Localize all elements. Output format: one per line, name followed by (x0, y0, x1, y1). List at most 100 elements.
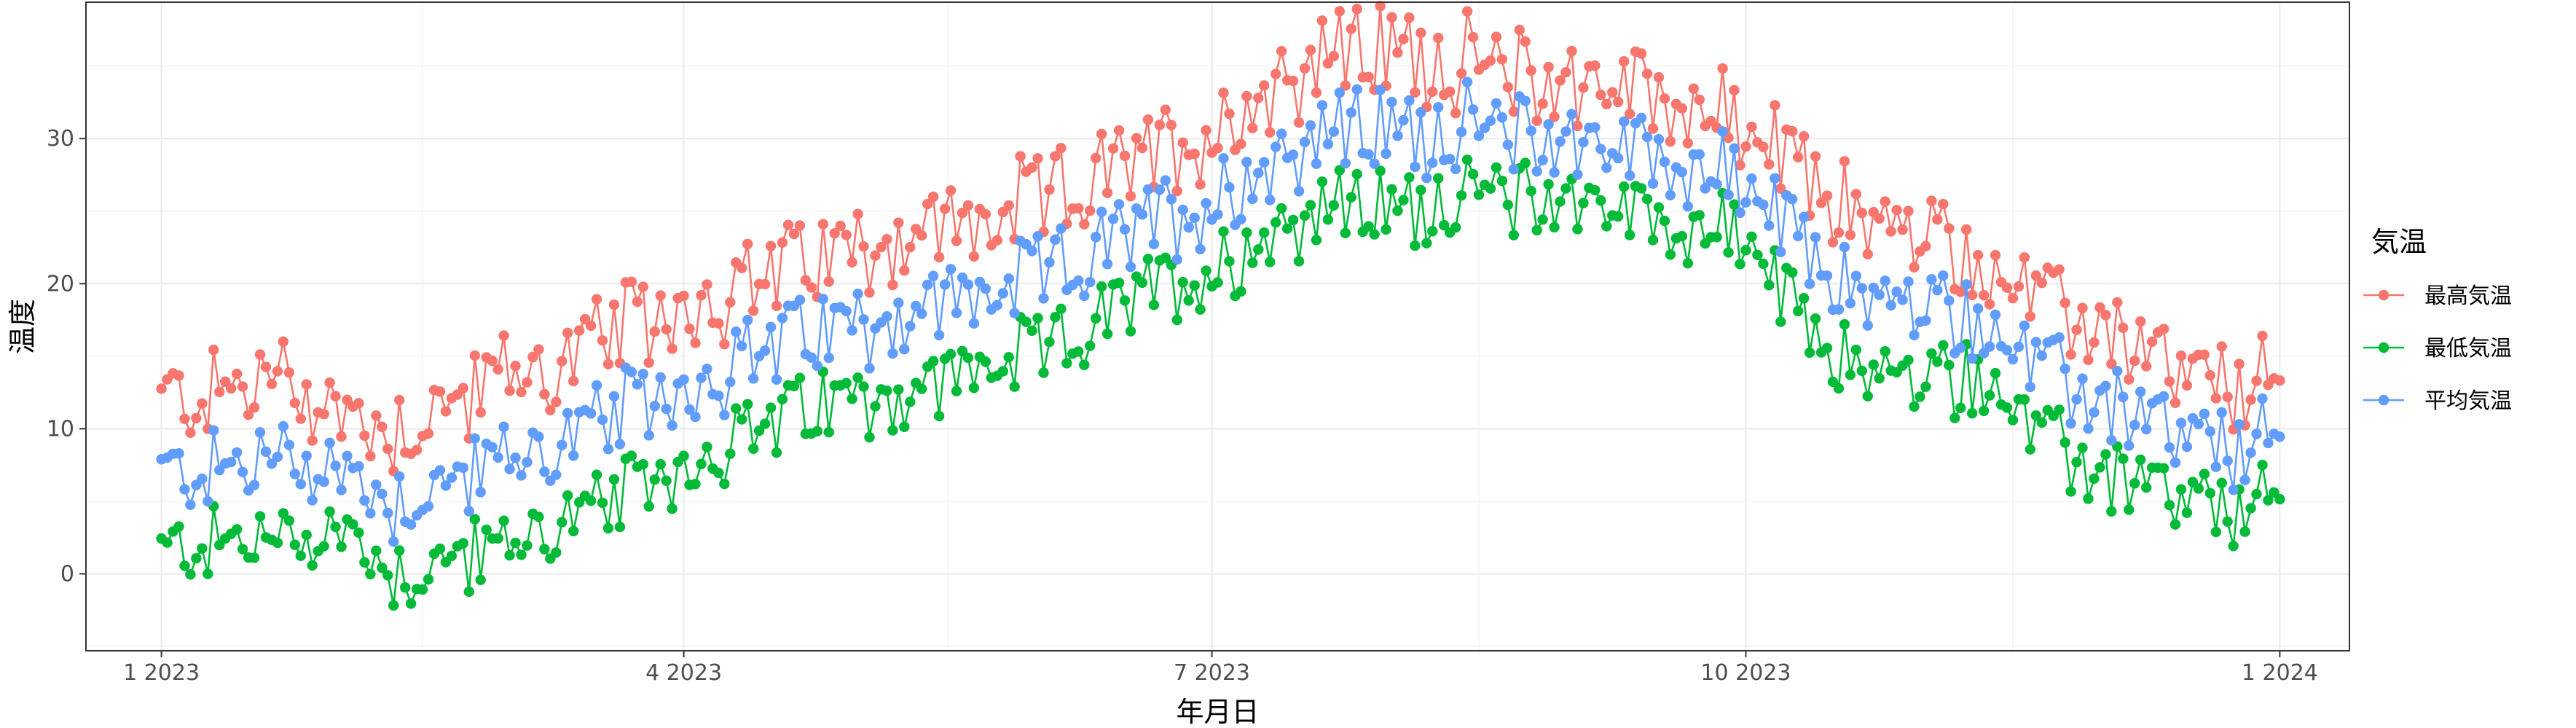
data-point (852, 372, 863, 383)
data-point (737, 340, 747, 352)
data-point (1485, 183, 1496, 194)
data-point (191, 552, 202, 564)
data-point (1903, 276, 1914, 287)
data-point (1903, 354, 1914, 366)
data-point (933, 410, 945, 422)
data-point (1287, 149, 1299, 160)
data-point (1073, 203, 1084, 214)
data-point (1113, 199, 1125, 210)
data-point (585, 495, 597, 506)
data-point (1595, 195, 1606, 206)
data-point (1566, 45, 1577, 57)
data-point (1770, 173, 1780, 184)
data-point (1421, 238, 1432, 248)
data-point (841, 377, 852, 388)
data-point (1572, 169, 1583, 180)
data-point (2234, 419, 2245, 430)
data-point (1328, 200, 1340, 211)
data-point (1810, 151, 1821, 162)
data-point (336, 431, 347, 442)
data-point (1433, 32, 1444, 44)
data-point (1641, 131, 1653, 143)
data-point (1311, 235, 1322, 246)
series-avg (156, 77, 2285, 547)
data-point (1926, 195, 1937, 206)
data-point (1287, 75, 1299, 87)
data-point (1166, 120, 1177, 130)
data-point (690, 411, 701, 423)
data-point (1665, 189, 1676, 200)
data-point (365, 568, 376, 579)
data-point (945, 348, 957, 360)
data-point (440, 406, 452, 417)
data-point (841, 230, 852, 240)
data-point (283, 515, 295, 526)
data-point (1909, 401, 1920, 412)
data-point (2094, 302, 2105, 313)
data-point (742, 399, 753, 410)
data-point (1247, 122, 1258, 133)
data-point (458, 383, 469, 394)
data-point (1758, 141, 1769, 152)
data-point (1624, 109, 1635, 120)
data-point (1531, 115, 1542, 126)
data-point (1647, 235, 1659, 246)
data-point (272, 537, 283, 549)
data-point (1613, 96, 1624, 108)
data-point (1508, 106, 1519, 117)
data-point (1050, 151, 1061, 162)
data-point (179, 413, 190, 424)
data-point (1386, 96, 1397, 108)
data-point (2089, 473, 2100, 484)
data-point (492, 364, 503, 375)
data-point (492, 452, 503, 463)
data-point (1804, 278, 1815, 289)
data-point (423, 428, 434, 439)
data-point (1485, 55, 1496, 66)
data-point (1543, 119, 1554, 130)
data-point (713, 390, 724, 402)
data-point (1839, 241, 1850, 253)
data-point (771, 374, 782, 385)
data-point (1676, 103, 1688, 114)
data-point (696, 372, 707, 383)
data-point (1810, 313, 1821, 324)
data-point (522, 377, 533, 388)
data-point (1247, 193, 1258, 205)
data-point (1212, 277, 1223, 288)
data-point (1700, 183, 1711, 194)
data-point (487, 355, 498, 367)
data-point (1915, 391, 1925, 402)
data-point (1316, 15, 1328, 26)
data-point (702, 364, 712, 375)
panel-fill (86, 2, 2349, 651)
data-point (1119, 224, 1131, 235)
data-point (1201, 125, 1212, 136)
data-point (1944, 359, 1955, 371)
data-point (1531, 224, 1542, 236)
data-point (788, 380, 800, 392)
data-point (1595, 90, 1606, 101)
data-point (2025, 444, 2036, 455)
data-point (597, 414, 608, 426)
data-point (1549, 111, 1560, 122)
data-point (283, 367, 295, 378)
y-axis-ticks: 0 10 20 30 (47, 126, 86, 587)
data-point (997, 366, 1008, 377)
data-point (2210, 393, 2221, 404)
data-point (794, 294, 806, 305)
data-point (1578, 197, 1589, 208)
x-axis-ticks: 1 2023 4 2023 7 2023 10 2023 1 2024 (123, 651, 2318, 686)
data-point (423, 574, 434, 585)
data-point (2251, 375, 2262, 386)
data-point (1265, 195, 1276, 206)
data-point (1555, 75, 1566, 86)
data-point (1056, 223, 1067, 234)
data-point (823, 426, 834, 438)
data-point (1461, 77, 1473, 87)
data-point (2083, 423, 2094, 434)
data-point (1775, 246, 1786, 258)
data-point (2124, 440, 2135, 451)
data-point (516, 386, 527, 398)
data-point (2059, 437, 2070, 448)
